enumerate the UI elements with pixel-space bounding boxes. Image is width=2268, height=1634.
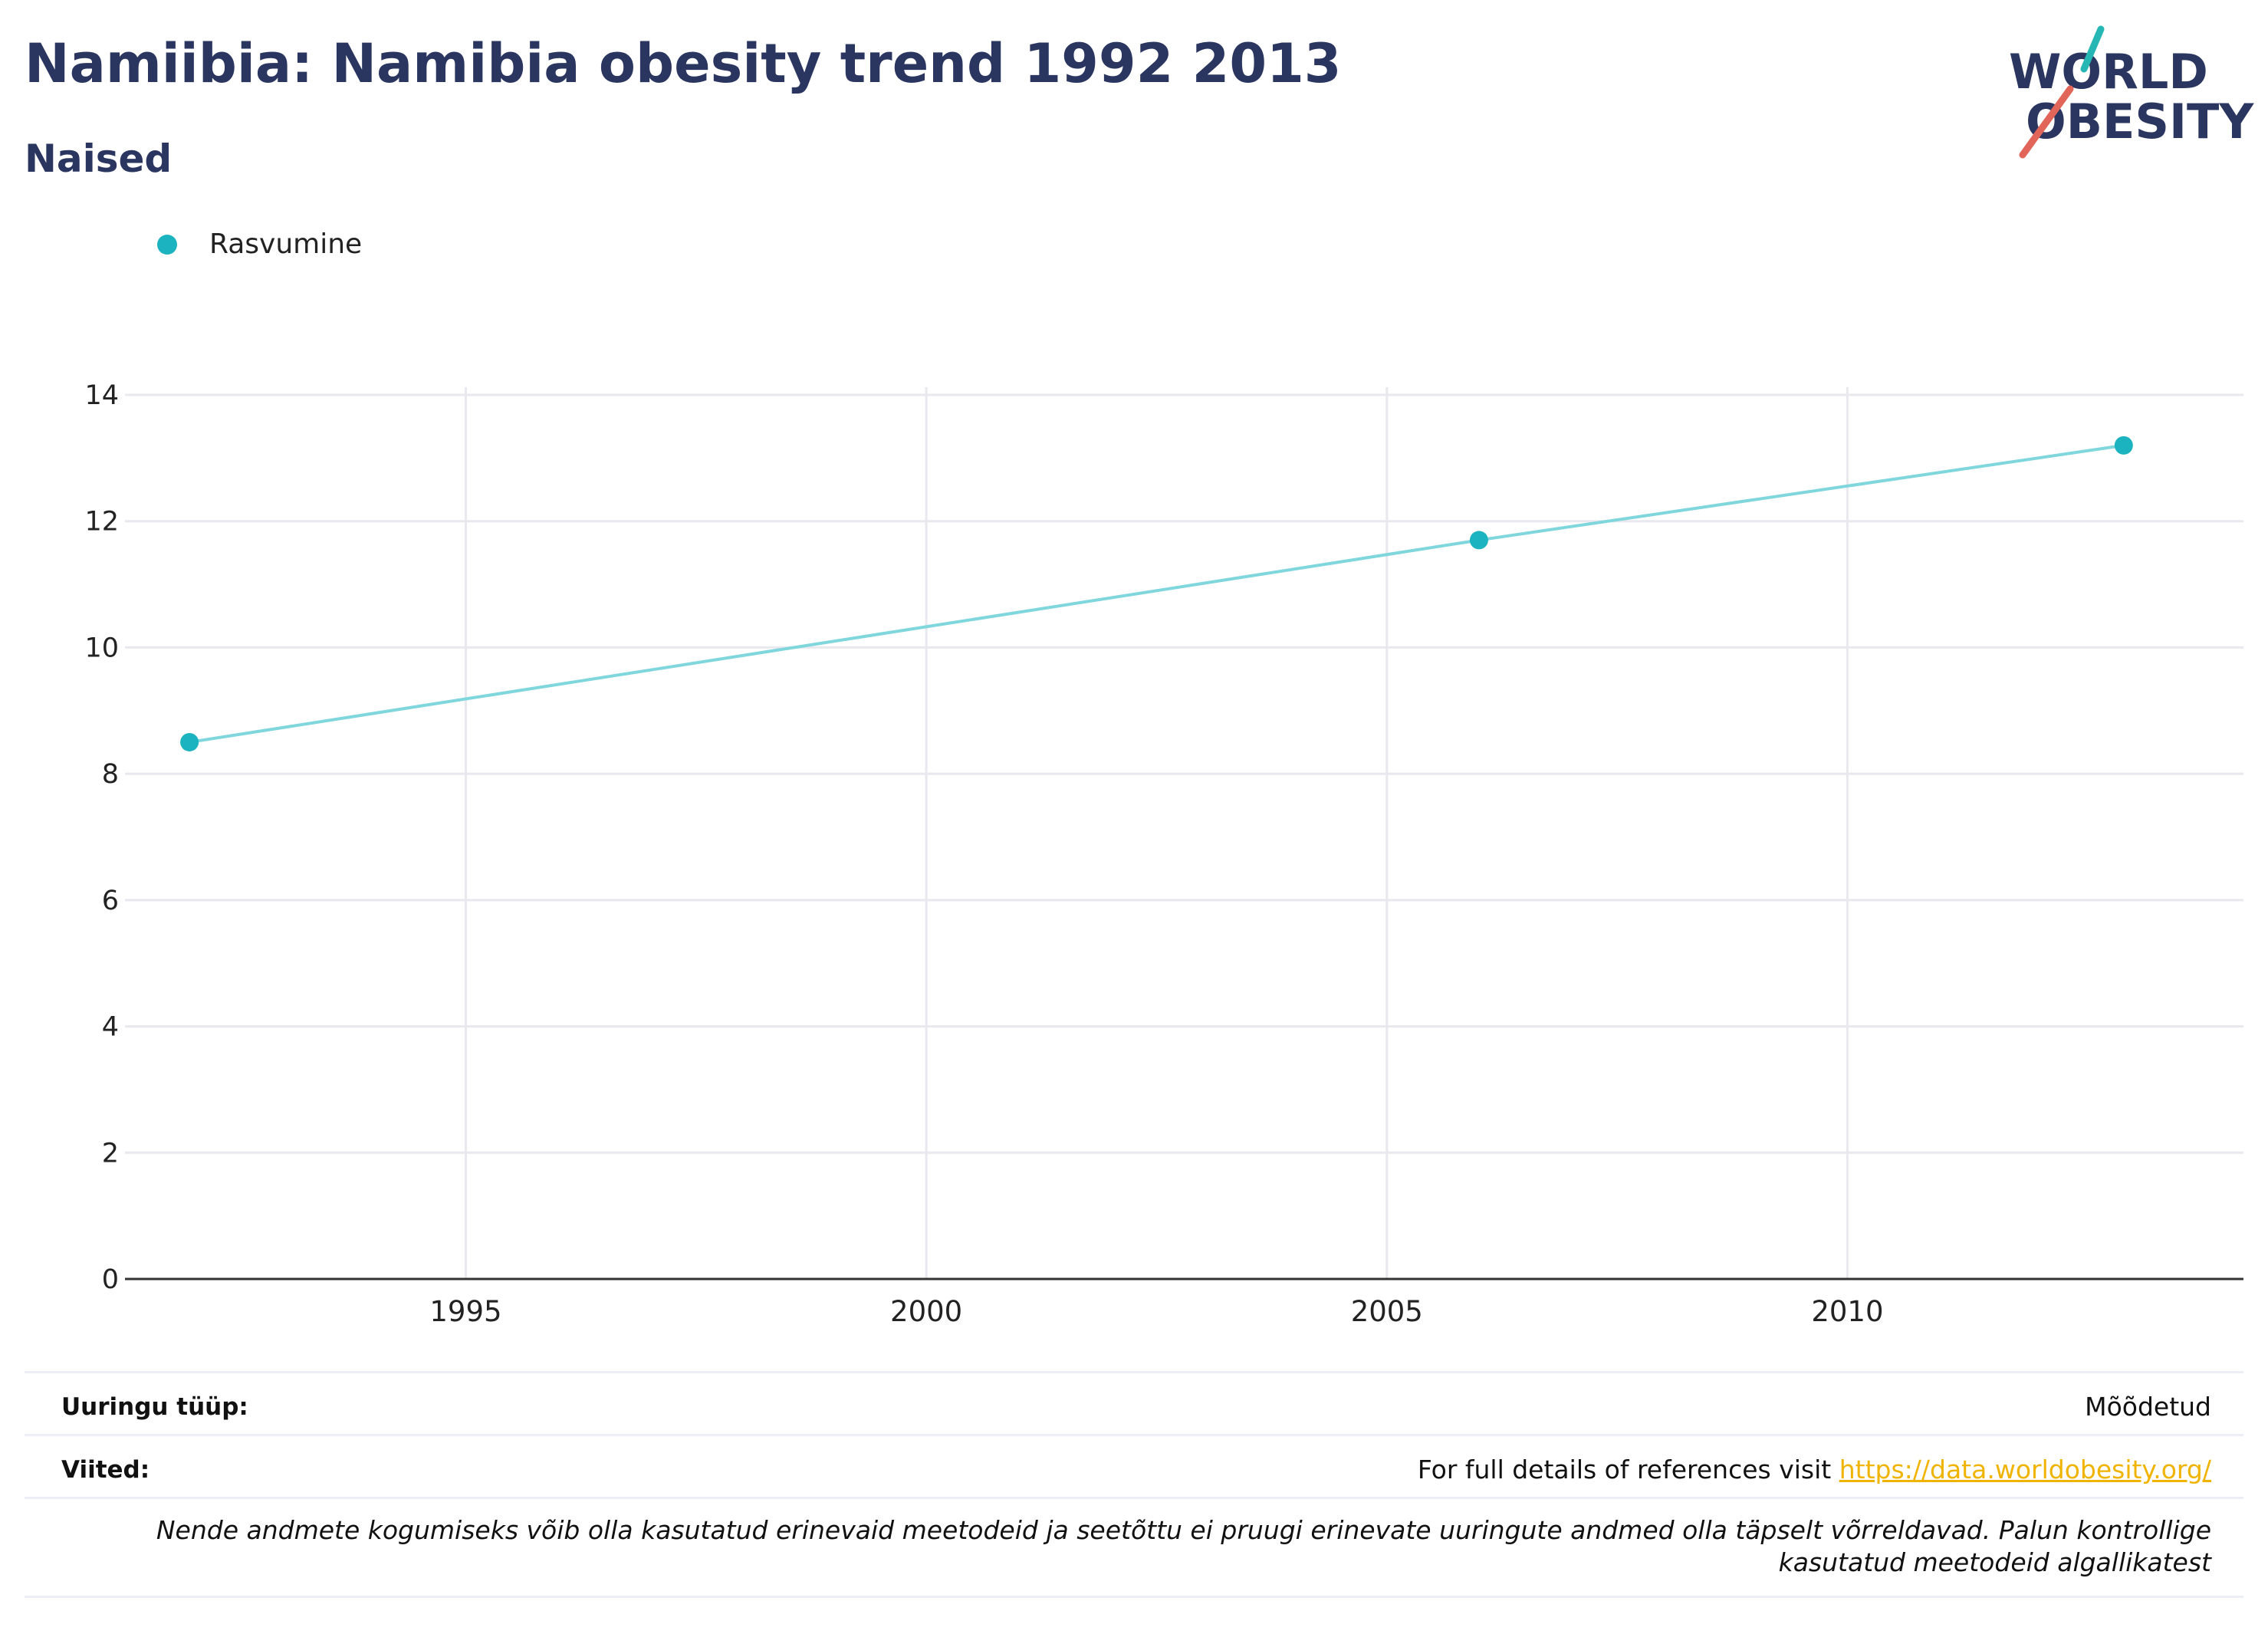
references-label: Viited: <box>61 1456 150 1484</box>
legend-marker-icon <box>157 234 177 255</box>
x-tick-label: 2000 <box>890 1295 962 1328</box>
data-point <box>2114 436 2133 455</box>
survey-type-label: Uuringu tüüp: <box>61 1393 248 1421</box>
x-tick-label: 2010 <box>1811 1295 1883 1328</box>
survey-type-value: Mõõdetud <box>2085 1392 2211 1422</box>
line-chart: 0 2 4 6 8 10 12 14 1995 2000 2005 2010 <box>84 380 2243 1328</box>
chart-subtitle: Naised <box>25 136 173 181</box>
references-text: For full details of references visit <box>1417 1455 1839 1484</box>
y-tick-label: 2 <box>102 1138 119 1169</box>
footer-note-row: Nende andmete kogumiseks võib olla kasut… <box>25 1497 2243 1598</box>
references-value: For full details of references visit htt… <box>1418 1455 2211 1484</box>
chart-title: Namiibia: Namibia obesity trend 1992 201… <box>25 32 1342 95</box>
y-tick-label: 12 <box>84 507 119 538</box>
x-tick-label: 2005 <box>1351 1295 1423 1328</box>
footer-references-row: Viited: For full details of references v… <box>25 1434 2243 1499</box>
series-line <box>189 443 2125 744</box>
legend[interactable]: Rasvumine <box>157 228 362 260</box>
y-tick-label: 8 <box>102 759 119 790</box>
y-tick-label: 4 <box>102 1012 119 1043</box>
y-tick-label: 6 <box>102 886 119 916</box>
footer-survey-type-row: Uuringu tüüp: Mõõdetud <box>25 1371 2243 1436</box>
logo-word-world: WORLD <box>2009 44 2208 100</box>
logo-slash-red <box>2019 85 2074 159</box>
world-obesity-logo: WORLD OBESITY <box>2009 25 2254 159</box>
data-point <box>180 732 199 751</box>
y-tick-label: 10 <box>84 633 119 663</box>
data-point <box>1469 531 1488 550</box>
references-link[interactable]: https://data.worldobesity.org/ <box>1839 1455 2211 1484</box>
y-tick-label: 0 <box>102 1264 119 1295</box>
x-tick-label: 1995 <box>429 1295 501 1328</box>
y-tick-label: 14 <box>84 380 119 411</box>
methodology-note: Nende andmete kogumiseks võib olla kasut… <box>156 1515 2211 1577</box>
logo-slash-teal <box>2080 25 2105 73</box>
legend-label: Rasvumine <box>209 228 363 260</box>
